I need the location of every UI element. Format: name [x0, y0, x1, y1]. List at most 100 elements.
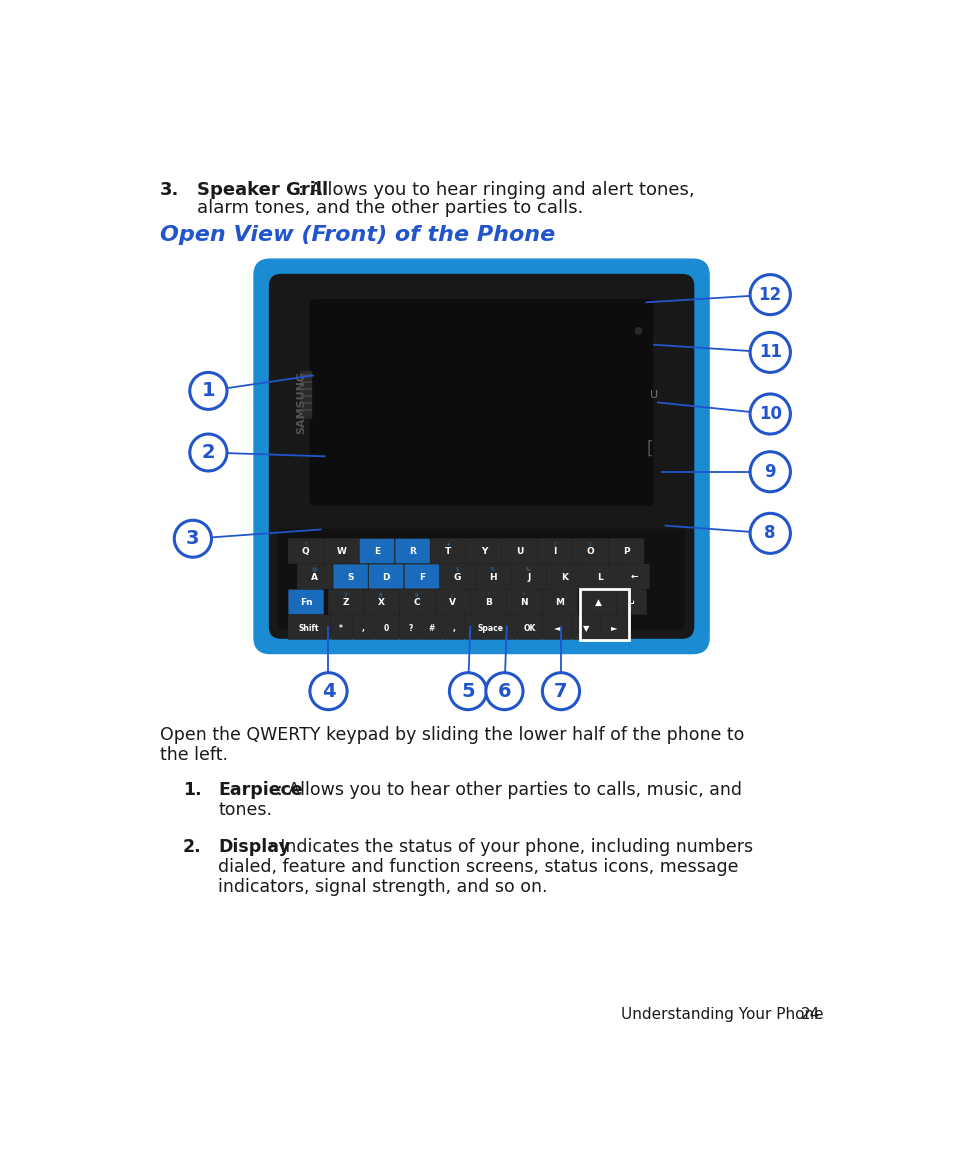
Text: 7: 7 [554, 682, 567, 701]
Text: 1.: 1. [183, 782, 201, 799]
Text: ▼: ▼ [582, 624, 588, 633]
Text: X: X [377, 598, 385, 607]
FancyBboxPatch shape [404, 564, 439, 588]
FancyBboxPatch shape [542, 590, 577, 614]
Text: -: - [624, 541, 626, 547]
FancyBboxPatch shape [253, 259, 709, 654]
Text: A: A [311, 573, 318, 581]
Text: the left.: the left. [159, 745, 228, 764]
Text: S: S [347, 573, 354, 581]
FancyBboxPatch shape [299, 370, 312, 418]
FancyBboxPatch shape [435, 590, 470, 614]
Circle shape [634, 327, 641, 335]
FancyBboxPatch shape [608, 539, 643, 564]
Text: 9: 9 [415, 593, 417, 598]
Text: *: * [339, 624, 343, 633]
FancyBboxPatch shape [618, 564, 649, 588]
Text: @: @ [311, 567, 316, 572]
Text: ?: ? [408, 624, 412, 633]
Text: Shift: Shift [298, 624, 319, 633]
Text: 8: 8 [378, 593, 382, 598]
Circle shape [749, 274, 790, 314]
Text: V: V [449, 598, 456, 607]
Text: 3: 3 [186, 530, 199, 548]
Text: H: H [489, 573, 497, 581]
FancyBboxPatch shape [288, 539, 323, 564]
Text: J: J [527, 573, 530, 581]
Text: Speaker Grill: Speaker Grill [196, 180, 328, 199]
Text: Z: Z [342, 598, 349, 607]
FancyBboxPatch shape [323, 539, 358, 564]
FancyBboxPatch shape [506, 590, 541, 614]
Text: ↵: ↵ [627, 598, 635, 607]
Text: Y: Y [480, 547, 487, 557]
Text: %: % [489, 567, 495, 572]
Text: 0: 0 [384, 624, 389, 633]
Text: ◄: ◄ [554, 624, 559, 633]
FancyBboxPatch shape [537, 539, 572, 564]
Text: indicators, signal strength, and so on.: indicators, signal strength, and so on. [218, 878, 547, 897]
Circle shape [749, 394, 790, 434]
Text: D: D [382, 573, 390, 581]
Text: 2: 2 [201, 443, 215, 462]
Circle shape [190, 434, 227, 471]
Text: C: C [414, 598, 420, 607]
Text: ,: , [452, 624, 455, 633]
Text: [: [ [646, 440, 653, 457]
Text: Space: Space [477, 624, 503, 633]
Text: 7: 7 [343, 593, 347, 598]
Circle shape [190, 373, 227, 409]
Text: OK: OK [523, 624, 536, 633]
FancyBboxPatch shape [431, 539, 465, 564]
Text: B: B [484, 598, 492, 607]
FancyBboxPatch shape [464, 615, 517, 640]
FancyBboxPatch shape [471, 590, 505, 614]
FancyBboxPatch shape [310, 299, 653, 505]
Text: Fn: Fn [299, 598, 312, 607]
Text: E: E [374, 547, 379, 557]
FancyBboxPatch shape [331, 615, 352, 640]
Text: 5: 5 [383, 567, 387, 572]
Text: U: U [516, 547, 522, 557]
FancyBboxPatch shape [466, 539, 500, 564]
FancyBboxPatch shape [399, 590, 435, 614]
Text: 3.: 3. [159, 180, 179, 199]
Text: G: G [454, 573, 460, 581]
Circle shape [310, 673, 347, 710]
Text: Open the QWERTY keypad by sliding the lower half of the phone to: Open the QWERTY keypad by sliding the lo… [159, 725, 743, 744]
Text: ,: , [361, 624, 364, 633]
FancyBboxPatch shape [511, 564, 546, 588]
Text: U: U [649, 390, 658, 400]
Circle shape [749, 513, 790, 553]
Text: Open View (Front) of the Phone: Open View (Front) of the Phone [159, 225, 555, 245]
FancyBboxPatch shape [297, 564, 332, 588]
Text: 4: 4 [348, 567, 352, 572]
Text: $: $ [455, 567, 458, 572]
Text: ;: ; [562, 567, 564, 572]
FancyBboxPatch shape [328, 590, 363, 614]
Text: W: W [336, 547, 346, 557]
Text: ": " [521, 593, 524, 598]
Circle shape [174, 520, 212, 557]
Text: ': ' [486, 593, 488, 598]
Circle shape [449, 673, 486, 710]
Text: I: I [553, 547, 557, 557]
FancyBboxPatch shape [617, 590, 645, 614]
Text: 9: 9 [763, 463, 775, 481]
Text: 24: 24 [801, 1007, 820, 1022]
Text: 5: 5 [460, 682, 475, 701]
Circle shape [485, 673, 522, 710]
Text: +: + [445, 541, 450, 547]
FancyBboxPatch shape [359, 539, 394, 564]
FancyBboxPatch shape [353, 615, 373, 640]
Text: T: T [445, 547, 451, 557]
FancyBboxPatch shape [443, 615, 464, 640]
Text: dialed, feature and function screens, status icons, message: dialed, feature and function screens, st… [218, 858, 739, 877]
Text: Q: Q [301, 547, 309, 557]
FancyBboxPatch shape [439, 564, 475, 588]
Text: : Allows you to hear other parties to calls, music, and: : Allows you to hear other parties to ca… [276, 782, 740, 799]
Text: &: & [525, 567, 530, 572]
FancyBboxPatch shape [395, 539, 430, 564]
Text: (: ( [553, 541, 555, 547]
Text: 6: 6 [419, 567, 422, 572]
